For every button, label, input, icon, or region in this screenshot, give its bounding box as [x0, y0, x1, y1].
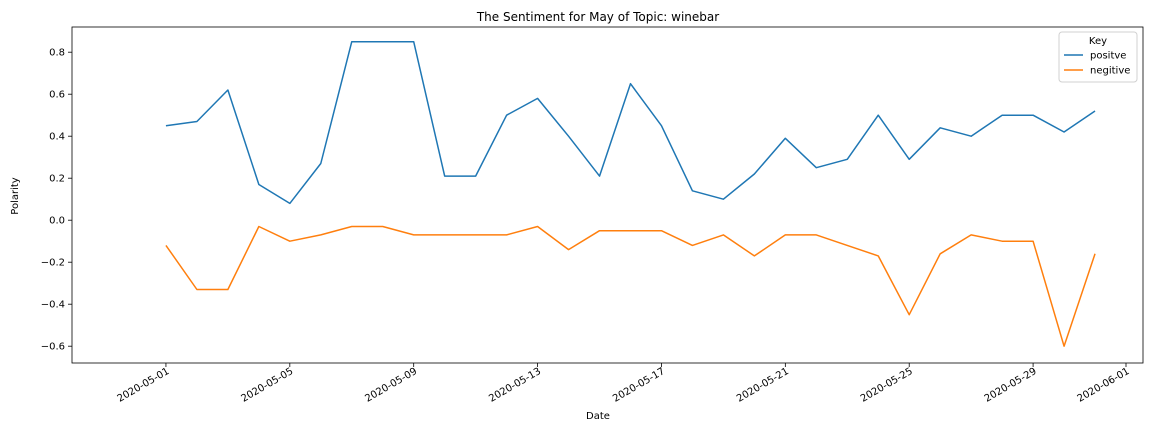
y-tick-label: 0.0 — [49, 216, 65, 227]
x-tick-label: 2020-06-01 — [1076, 366, 1132, 405]
y-axis: −0.6 −0.4 −0.2 0.0 0.2 0.4 0.6 0.8 — [41, 48, 72, 353]
x-axis: 2020-05-01 2020-05-05 2020-05-09 2020-05-13… — [116, 363, 1132, 405]
y-tick-label: 0.2 — [49, 174, 65, 185]
y-tick-label: 0.6 — [49, 90, 65, 101]
y-tick-label: 0.4 — [49, 132, 65, 143]
x-tick-label: 2020-05-29 — [983, 366, 1039, 405]
legend-label: positve — [1090, 51, 1126, 62]
x-tick-label: 2020-05-05 — [239, 366, 295, 405]
series-line-positve — [165, 40, 1096, 205]
series-line-negitive — [165, 225, 1096, 347]
legend: Key positve negitive — [1058, 31, 1138, 83]
x-tick-label: 2020-05-09 — [363, 366, 419, 405]
legend-title: Key — [1089, 36, 1107, 47]
y-tick-label: −0.4 — [41, 300, 65, 311]
x-tick-label: 2020-05-21 — [735, 366, 791, 405]
x-tick-label: 2020-05-25 — [859, 366, 915, 405]
y-axis-label: Polarity — [10, 177, 21, 215]
x-tick-label: 2020-05-01 — [116, 366, 172, 405]
y-tick-label: −0.2 — [41, 258, 65, 269]
y-tick-label: −0.6 — [41, 342, 65, 353]
x-axis-label: Date — [586, 411, 610, 422]
plot-frame — [71, 26, 1144, 364]
y-tick-label: 0.8 — [49, 48, 65, 59]
legend-label: negitive — [1090, 66, 1130, 77]
plot-area — [165, 40, 1096, 347]
x-tick-label: 2020-05-17 — [611, 366, 667, 405]
chart-title: The Sentiment for May of Topic: winebar — [476, 10, 719, 24]
x-tick-label: 2020-05-13 — [487, 366, 543, 405]
